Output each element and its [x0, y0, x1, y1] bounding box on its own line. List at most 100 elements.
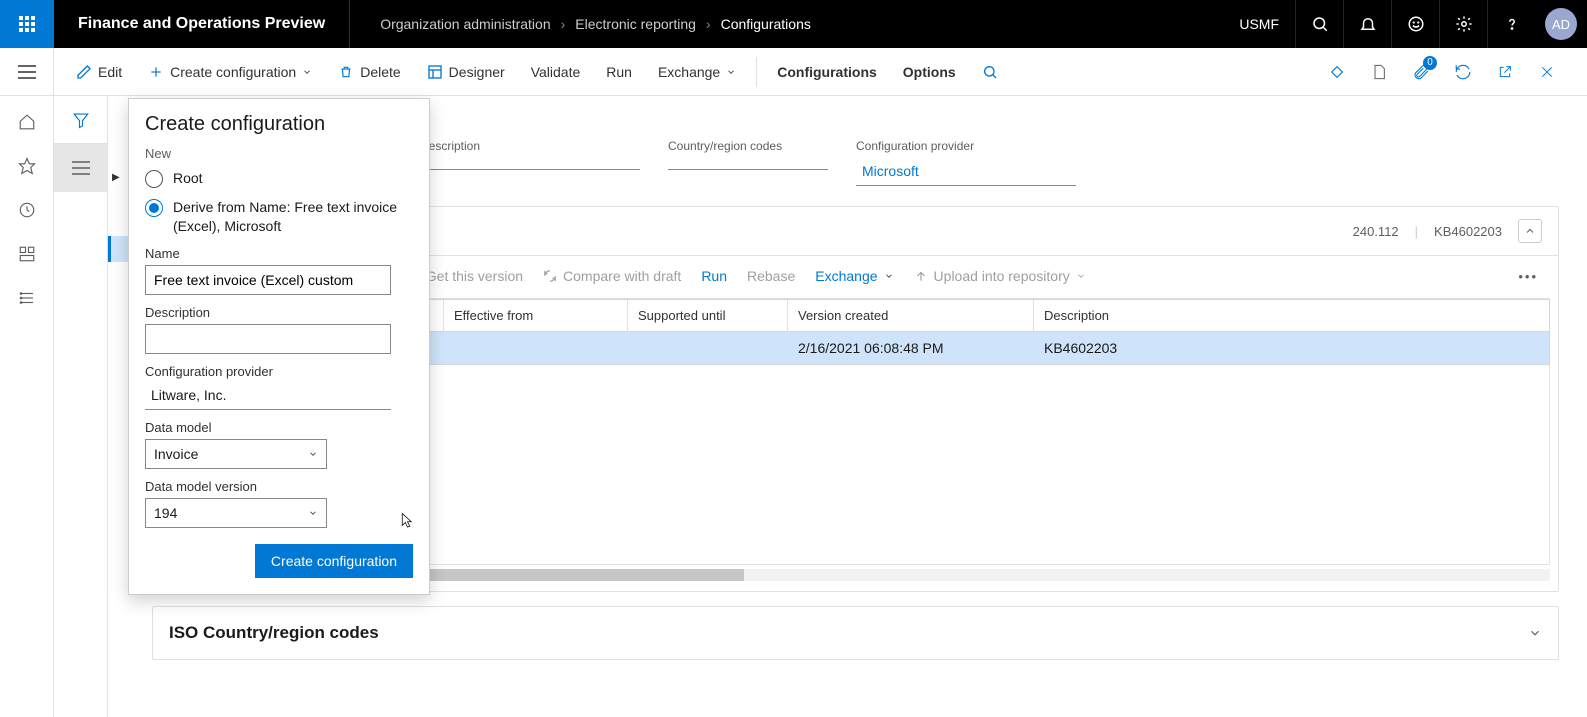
radio-root-label: Root [173, 169, 203, 188]
breadcrumb-item[interactable]: Organization administration [380, 16, 550, 32]
cursor-icon [397, 510, 415, 532]
help-icon[interactable] [1487, 0, 1535, 48]
topbar-right: USMF AD [1223, 0, 1587, 48]
bell-icon[interactable] [1343, 0, 1391, 48]
star-icon[interactable] [17, 156, 37, 176]
list-button[interactable] [54, 144, 107, 192]
data-model-select[interactable]: Invoice [145, 439, 327, 469]
entity-label[interactable]: USMF [1223, 16, 1295, 32]
cell-effective [444, 332, 628, 364]
filter-search-button[interactable] [972, 58, 1008, 86]
workspace-icon[interactable] [17, 244, 37, 264]
search-icon[interactable] [1295, 0, 1343, 48]
close-icon[interactable] [1529, 54, 1565, 90]
radio-derive[interactable]: Derive from Name: Free text invoice (Exc… [145, 198, 413, 236]
data-model-version-value: 194 [154, 505, 177, 521]
recent-icon[interactable] [17, 200, 37, 220]
provider-value[interactable]: Microsoft [856, 159, 1076, 186]
popout-icon[interactable] [1487, 54, 1523, 90]
exchange-version-button[interactable]: Exchange [807, 264, 901, 288]
description-value[interactable] [420, 159, 640, 170]
chevron-down-icon [308, 449, 318, 459]
configurations-tab[interactable]: Configurations [767, 58, 887, 86]
iso-section[interactable]: ISO Country/region codes [152, 606, 1559, 660]
settings-icon[interactable] [1439, 0, 1487, 48]
get-version-label: Get this version [426, 268, 523, 284]
page-icon[interactable] [1361, 54, 1397, 90]
provider-value: Litware, Inc. [145, 383, 391, 410]
app-title: Finance and Operations Preview [54, 0, 350, 48]
upload-button[interactable]: Upload into repository [906, 264, 1094, 288]
provider-label: Configuration provider [145, 364, 413, 379]
codes-value[interactable] [668, 159, 828, 170]
col-supported[interactable]: Supported until [628, 300, 788, 331]
home-icon[interactable] [17, 112, 37, 132]
run-version-label: Run [701, 268, 727, 284]
chevron-right-icon: › [706, 16, 711, 32]
dropdown-title: Create configuration [145, 113, 413, 136]
actionbar-items: Edit Create configuration Delete Designe… [54, 48, 1587, 95]
tree-column: ▶ [108, 96, 128, 717]
description-input[interactable] [145, 324, 391, 354]
exchange-version-label: Exchange [815, 268, 877, 284]
more-button[interactable]: ••• [1510, 269, 1546, 284]
data-model-version-select[interactable]: 194 [145, 498, 327, 528]
actionbar-right: 0 [1319, 54, 1575, 90]
left-panel [54, 96, 108, 717]
attachment-badge: 0 [1423, 56, 1437, 70]
cell-supported [628, 332, 788, 364]
chevron-down-icon [302, 67, 312, 77]
options-tab[interactable]: Options [893, 58, 966, 86]
breadcrumb-item[interactable]: Configurations [721, 16, 811, 32]
col-created[interactable]: Version created [788, 300, 1034, 331]
radio-derive-label: Derive from Name: Free text invoice (Exc… [173, 198, 413, 236]
configurations-label: Configurations [777, 64, 877, 80]
designer-icon [427, 64, 443, 80]
new-label: New [145, 146, 413, 161]
validate-button[interactable]: Validate [521, 58, 591, 86]
summary-version: 240.112 [1353, 224, 1399, 239]
refresh-icon[interactable] [1445, 54, 1481, 90]
compare-button[interactable]: Compare with draft [535, 264, 689, 288]
rebase-button[interactable]: Rebase [739, 264, 803, 288]
chevron-down-icon [308, 508, 318, 518]
separator [756, 57, 757, 87]
run-button[interactable]: Run [596, 58, 642, 86]
feedback-icon[interactable] [1391, 0, 1439, 48]
radio-root[interactable]: Root [145, 169, 413, 188]
validate-label: Validate [531, 64, 581, 80]
app-launcher[interactable] [0, 0, 54, 48]
pencil-icon [76, 64, 92, 80]
modules-icon[interactable] [17, 288, 37, 308]
plus-icon [148, 64, 164, 80]
breadcrumb-item[interactable]: Electronic reporting [575, 16, 696, 32]
nav-toggle[interactable] [0, 48, 54, 95]
exchange-label: Exchange [658, 64, 720, 80]
create-configuration-button[interactable]: Create configuration [138, 58, 322, 86]
designer-button[interactable]: Designer [417, 58, 515, 86]
designer-label: Designer [449, 64, 505, 80]
attachments-icon[interactable]: 0 [1403, 54, 1439, 90]
cell-description: KB4602203 [1034, 332, 1549, 364]
run-version-button[interactable]: Run [693, 264, 735, 288]
user-avatar[interactable]: AD [1545, 8, 1577, 40]
diamond-icon[interactable] [1319, 54, 1355, 90]
filter-button[interactable] [54, 96, 107, 144]
chevron-down-icon [726, 67, 736, 77]
iso-title: ISO Country/region codes [169, 623, 379, 643]
tree-selected-row[interactable] [108, 236, 128, 262]
create-configuration-submit[interactable]: Create configuration [255, 544, 413, 578]
collapse-button[interactable] [1518, 219, 1542, 243]
edit-button[interactable]: Edit [66, 58, 132, 86]
expand-button[interactable] [1528, 626, 1542, 640]
description-label: Description [420, 139, 640, 153]
col-description[interactable]: Description [1034, 300, 1549, 331]
name-input[interactable] [145, 265, 391, 295]
delete-button[interactable]: Delete [328, 58, 410, 86]
exchange-button[interactable]: Exchange [648, 58, 746, 86]
tree-expand-icon[interactable]: ▶ [112, 172, 120, 183]
upload-label: Upload into repository [934, 268, 1070, 284]
rebase-label: Rebase [747, 268, 795, 284]
col-effective[interactable]: Effective from [444, 300, 628, 331]
breadcrumb: Organization administration › Electronic… [350, 16, 811, 32]
